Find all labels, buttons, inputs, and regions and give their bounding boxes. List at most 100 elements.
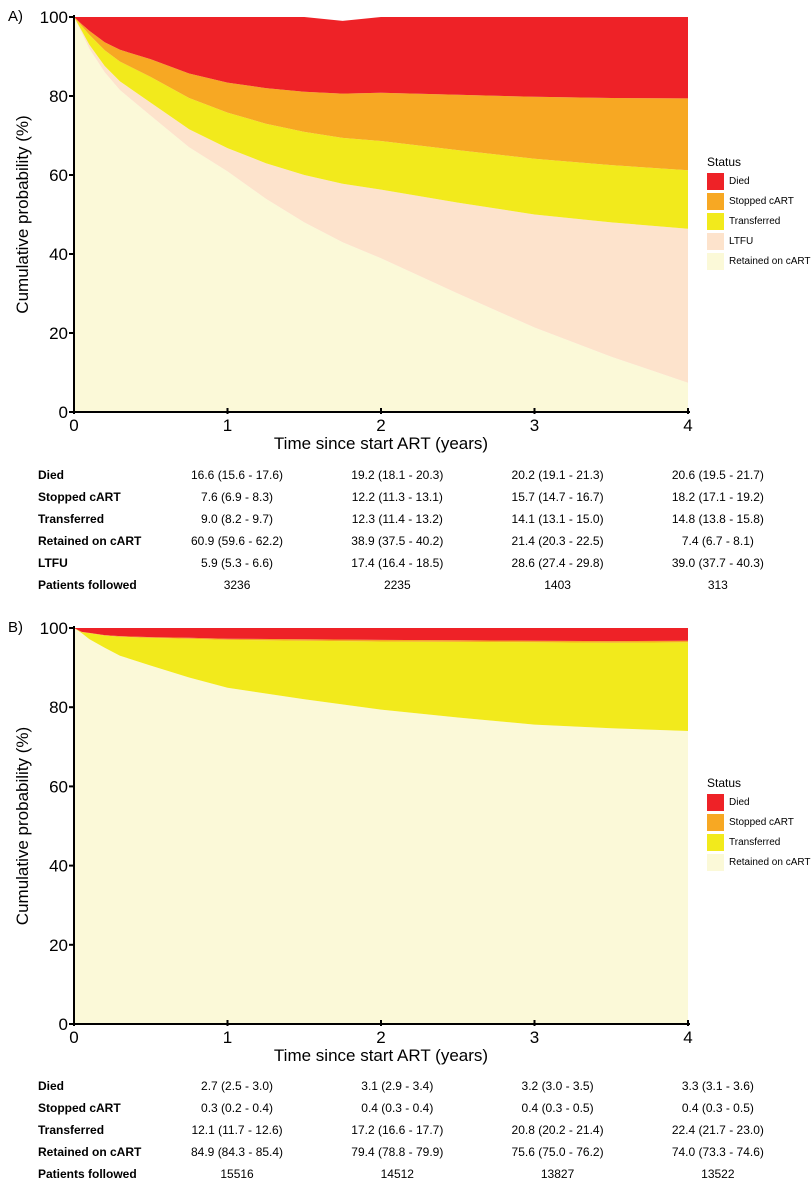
legend-item-stopped-cart: Stopped cART (707, 812, 811, 832)
legend-title: Status (707, 776, 742, 790)
legend-item-died: Died (707, 792, 811, 812)
legend-key-died (707, 793, 724, 811)
table-cell: 0.4 (0.3 - 0.4) (361, 1101, 434, 1115)
table-cell: 28.6 (27.4 - 29.8) (511, 556, 604, 570)
legend-label: LTFU (729, 235, 754, 247)
table-cell: 5.9 (5.3 - 6.6) (201, 556, 274, 570)
y-tick-label: 80 (49, 698, 68, 717)
table-cell: 14512 (380, 1167, 414, 1181)
table-cell: 18.2 (17.1 - 19.2) (671, 490, 764, 504)
table-cell: 14.8 (13.8 - 15.8) (671, 512, 764, 526)
table-cell: 2235 (383, 578, 411, 592)
area-transferred (74, 17, 688, 229)
y-tick-label: 0 (59, 1015, 68, 1034)
legend-label: Died (729, 796, 750, 808)
row-label: Stopped cART (38, 490, 121, 504)
legend-key-ltfu (707, 232, 724, 250)
table-cell: 3.3 (3.1 - 3.6) (681, 1079, 754, 1093)
table-cell: 3.2 (3.0 - 3.5) (521, 1079, 594, 1093)
x-tick-label: 3 (530, 1028, 539, 1047)
table-row: Transferred 12.1 (11.7 - 12.6) 17.2 (16.6 … (38, 1119, 798, 1141)
x-axis-title: Time since start ART (years) (274, 1046, 488, 1065)
table-cell: 20.8 (20.2 - 21.4) (511, 1123, 604, 1137)
table-cell: 12.1 (11.7 - 12.6) (191, 1123, 283, 1137)
table-cell: 74.0 (73.3 - 74.6) (671, 1145, 764, 1159)
legend-label: Died (729, 175, 750, 187)
table-cell: 7.4 (6.7 - 8.1) (681, 534, 754, 548)
legend-key-retained-on-cart (707, 252, 724, 270)
x-tick-label: 1 (223, 1028, 232, 1047)
table-cell: 0.4 (0.3 - 0.5) (521, 1101, 594, 1115)
table-cell: 14.1 (13.1 - 15.0) (511, 512, 604, 526)
row-label: Patients followed (38, 578, 137, 592)
table-row: Transferred 9.0 (8.2 - 9.7) 12.3 (11.4 - 1… (38, 508, 798, 530)
legend-title: Status (707, 155, 742, 169)
y-tick-label: 40 (49, 857, 68, 876)
panel-b-label: B) (8, 619, 23, 636)
y-tick-label: 20 (49, 324, 68, 343)
table-cell: 313 (707, 578, 728, 592)
table-row: Retained on cART 60.9 (59.6 - 62.2) 38.9 (… (38, 530, 798, 552)
x-tick-label: 0 (69, 1028, 78, 1047)
y-axis-title: Cumulative probability (%) (13, 727, 32, 925)
table-cell: 7.6 (6.9 - 8.3) (201, 490, 274, 504)
panel-a-table: Died 16.6 (15.6 - 17.6) 19.2 (18.1 - 20.3)… (38, 464, 798, 596)
y-tick-label: 60 (49, 166, 68, 185)
y-tick-label: 60 (49, 777, 68, 796)
row-label: LTFU (38, 556, 68, 570)
table-cell: 12.3 (11.4 - 13.2) (351, 512, 443, 526)
table-cell: 0.4 (0.3 - 0.5) (681, 1101, 754, 1115)
legend-item-ltfu: LTFU (707, 231, 811, 251)
x-tick-label: 2 (376, 1028, 385, 1047)
legend-item-died: Died (707, 171, 811, 191)
row-label: Transferred (38, 512, 105, 526)
legend-label: Retained on cART (729, 255, 811, 267)
panel-a-label: A) (8, 8, 23, 25)
y-tick-label: 100 (40, 8, 68, 27)
legend-key-stopped-cart (707, 192, 724, 210)
table-row: Stopped cART 7.6 (6.9 - 8.3) 12.2 (11.3 - … (38, 486, 798, 508)
row-label: Died (38, 468, 65, 482)
legend-key-stopped-cart (707, 813, 724, 831)
table-cell: 15516 (220, 1167, 254, 1181)
panel-a-legend: Status Died Stopped cART Transferred LTFU Re… (707, 155, 811, 271)
table-cell: 79.4 (78.8 - 79.9) (351, 1145, 444, 1159)
table-cell: 1403 (544, 578, 571, 592)
x-tick-label: 4 (683, 1028, 692, 1047)
table-cell: 13522 (701, 1167, 735, 1181)
table-cell: 20.2 (19.1 - 21.3) (511, 468, 604, 482)
table-cell: 19.2 (18.1 - 20.3) (351, 468, 444, 482)
table-cell: 84.9 (84.3 - 85.4) (191, 1145, 284, 1159)
area-stopped-cart (74, 628, 688, 643)
row-label: Stopped cART (38, 1101, 121, 1115)
panel-b-legend: Status Died Stopped cART Transferred Retain… (707, 776, 811, 872)
legend-label: Stopped cART (729, 816, 794, 828)
table-cell: 0.3 (0.2 - 0.4) (201, 1101, 274, 1115)
table-cell: 2.7 (2.5 - 3.0) (201, 1079, 274, 1093)
legend-item-transferred: Transferred (707, 211, 811, 231)
y-tick-label: 20 (49, 936, 68, 955)
table-row: Patients followed 3236 2235 1403 313 (38, 574, 798, 596)
x-tick-label: 4 (683, 416, 692, 435)
table-cell: 38.9 (37.5 - 40.2) (351, 534, 444, 548)
y-tick-label: 100 (40, 619, 68, 638)
panel-a-chart: 0 20 40 60 80 100 0 1 2 3 4 Time since start ART (y… (13, 8, 693, 453)
legend-key-transferred (707, 212, 724, 230)
table-cell: 17.2 (16.6 - 17.7) (351, 1123, 444, 1137)
table-cell: 39.0 (37.7 - 40.3) (671, 556, 764, 570)
area-retained-on-cart (74, 628, 688, 1024)
x-axis-title: Time since start ART (years) (274, 434, 488, 453)
y-tick-label: 80 (49, 87, 68, 106)
legend-key-retained-on-cart (707, 853, 724, 871)
area-ltfu (74, 17, 688, 383)
area-transferred (74, 628, 688, 731)
legend-item-retained-on-cart: Retained on cART (707, 852, 811, 872)
table-cell: 3236 (223, 578, 251, 592)
legend-item-stopped-cart: Stopped cART (707, 191, 811, 211)
table-cell: 20.6 (19.5 - 21.7) (671, 468, 764, 482)
table-row: Died 16.6 (15.6 - 17.6) 19.2 (18.1 - 20.3)… (38, 464, 798, 486)
y-tick-label: 0 (59, 403, 68, 422)
legend-label: Retained on cART (729, 856, 811, 868)
x-tick-label: 1 (223, 416, 232, 435)
table-row: Died 2.7 (2.5 - 3.0) 3.1 (2.9 - 3.4) 3.2 (3… (38, 1075, 798, 1097)
